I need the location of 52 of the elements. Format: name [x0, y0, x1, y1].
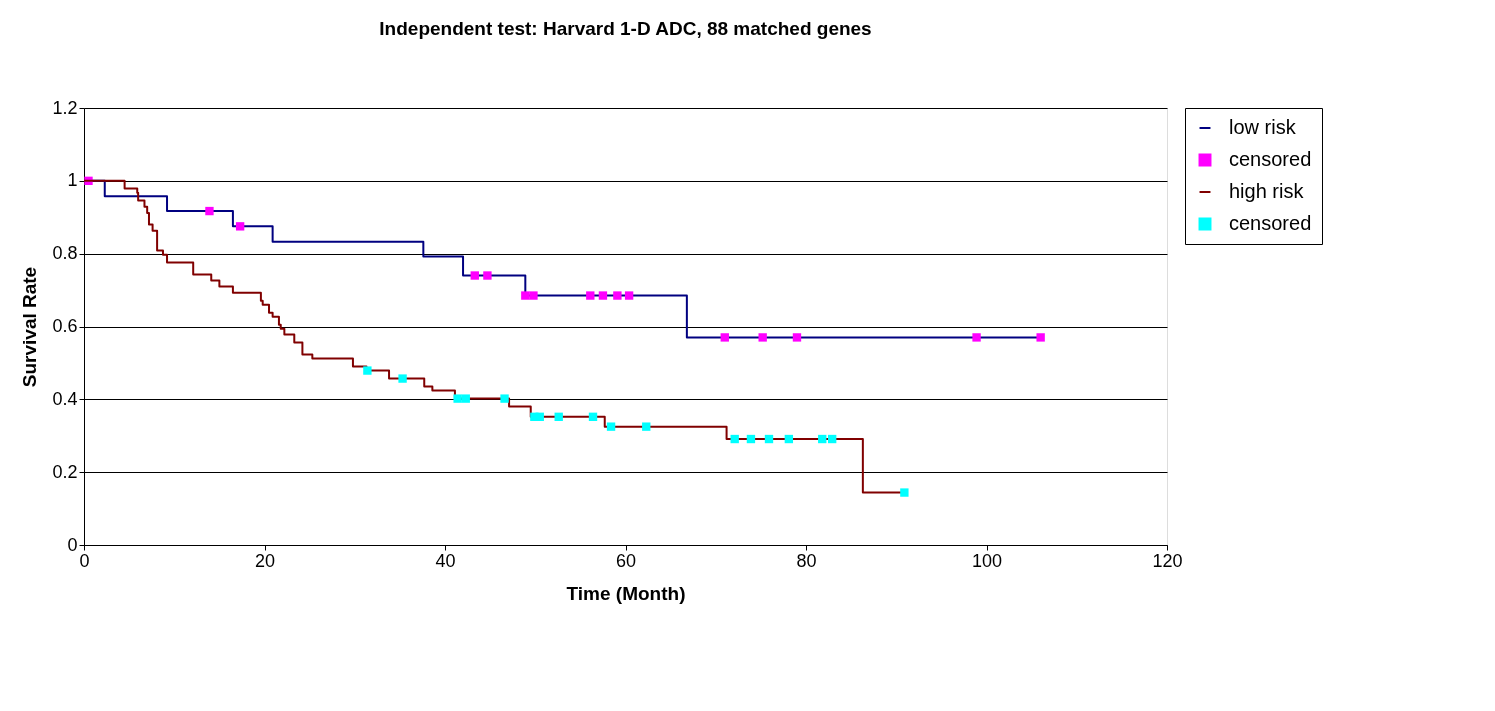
point	[461, 394, 470, 403]
y-tick-label: 0.6	[52, 316, 78, 336]
point	[205, 206, 214, 216]
point	[606, 422, 616, 431]
point	[642, 422, 651, 431]
x-tick-label: 80	[796, 550, 817, 571]
point	[624, 291, 634, 300]
point	[613, 291, 622, 300]
point	[598, 291, 608, 300]
point	[453, 394, 462, 403]
point	[500, 394, 509, 403]
legend-label: high risk	[1229, 180, 1305, 202]
y-tick-label: 0.4	[52, 388, 78, 409]
legend-label: censored	[1229, 212, 1312, 234]
point	[818, 434, 827, 444]
point	[764, 434, 774, 444]
point	[529, 291, 538, 300]
point	[588, 412, 598, 421]
point	[972, 333, 981, 342]
chart-title: Independent test: Harvard 1-D ADC, 88 matched genes	[379, 18, 872, 39]
point	[784, 434, 794, 444]
y-tick-label: 0	[67, 534, 78, 555]
point	[758, 333, 767, 342]
point	[235, 222, 245, 231]
x-axis-title: Time (Month)	[566, 582, 686, 604]
point	[900, 488, 909, 497]
x-tick-label: 120	[1152, 550, 1183, 571]
point	[554, 412, 563, 421]
y-tick-label: 0.8	[52, 243, 78, 264]
point	[521, 291, 530, 300]
legend-label: censored	[1229, 148, 1312, 170]
x-tick-label: 20	[254, 550, 276, 571]
point	[827, 434, 837, 444]
point	[1036, 333, 1045, 342]
point	[363, 366, 372, 375]
point	[470, 271, 479, 280]
point	[586, 291, 595, 300]
point	[483, 271, 492, 280]
x-tick-label: 60	[615, 550, 637, 571]
y-tick-label: 1.2	[52, 97, 78, 118]
point	[792, 333, 802, 342]
y-tick-label: 1	[67, 170, 78, 191]
point	[720, 333, 729, 342]
point	[535, 412, 544, 421]
point	[746, 434, 756, 444]
x-tick-label: 100	[971, 550, 1003, 571]
x-tick-label: 40	[435, 550, 456, 571]
y-tick-label: 0.2	[52, 461, 78, 482]
legend-label: low risk	[1229, 116, 1297, 138]
point	[398, 374, 407, 383]
point	[730, 434, 739, 444]
y-axis-title: Survival Rate	[19, 266, 41, 388]
